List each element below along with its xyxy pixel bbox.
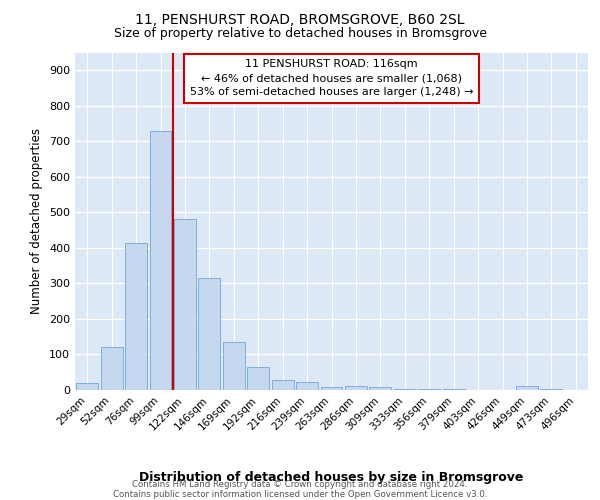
Text: 11 PENSHURST ROAD: 116sqm
← 46% of detached houses are smaller (1,068)
53% of se: 11 PENSHURST ROAD: 116sqm ← 46% of detac… [190,59,473,97]
Bar [101,348,122,390]
X-axis label: Distribution of detached houses by size in Bromsgrove: Distribution of detached houses by size … [139,470,524,484]
Bar [516,386,538,390]
Text: Size of property relative to detached houses in Bromsgrove: Size of property relative to detached ho… [113,28,487,40]
Bar [125,242,147,390]
Bar [541,388,562,390]
Text: Contains HM Land Registry data © Crown copyright and database right 2024.: Contains HM Land Registry data © Crown c… [132,480,468,489]
Bar [296,382,318,390]
Bar [345,386,367,390]
Y-axis label: Number of detached properties: Number of detached properties [31,128,43,314]
Bar [418,389,440,390]
Bar [272,380,293,390]
Bar [223,342,245,390]
Bar [370,387,391,390]
Bar [149,130,172,390]
Text: 11, PENSHURST ROAD, BROMSGROVE, B60 2SL: 11, PENSHURST ROAD, BROMSGROVE, B60 2SL [135,12,465,26]
Bar [76,383,98,390]
Bar [174,220,196,390]
Bar [320,387,343,390]
Bar [247,367,269,390]
Bar [394,388,416,390]
Bar [199,278,220,390]
Text: Contains public sector information licensed under the Open Government Licence v3: Contains public sector information licen… [113,490,487,499]
